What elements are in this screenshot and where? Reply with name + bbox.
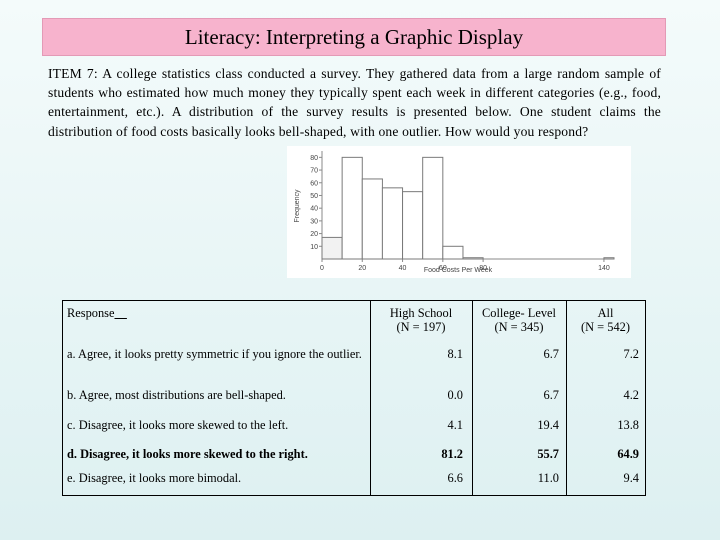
y-tick-label: 60: [310, 180, 318, 187]
item-question: ITEM 7: A college statistics class condu…: [48, 64, 661, 141]
x-tick-label: 80: [479, 265, 487, 272]
header-all-label: All: [597, 306, 614, 320]
table-border-bottom: [62, 495, 646, 496]
header-college-label: College- Level: [482, 306, 556, 320]
x-tick-label: 140: [598, 265, 610, 272]
table-row-b-hs: 0.0: [447, 388, 464, 402]
table-row-d-college: 55.7: [537, 447, 559, 461]
table-row-a-all: 7.2: [623, 347, 640, 361]
table-row-a-label: a. Agree, it looks pretty symmetric if y…: [67, 347, 362, 361]
header-all: All (N = 542): [566, 306, 645, 334]
header-college: College- Level (N = 345): [472, 306, 566, 334]
y-tick-label: 20: [310, 231, 318, 238]
table-row-c-hs: 4.1: [447, 418, 464, 432]
histogram-bar: [402, 191, 424, 260]
x-tick-label: 20: [358, 265, 366, 272]
y-tick-label: 10: [310, 244, 318, 251]
header-hs-n: (N = 197): [396, 320, 446, 334]
histogram-bar: [341, 156, 363, 260]
item-body: A college statistics class conducted a s…: [48, 66, 661, 139]
table-border-right: [645, 300, 646, 496]
table-row-c-college: 19.4: [537, 418, 559, 432]
response-table: Response High School (N = 197) College- …: [62, 300, 646, 496]
table-divider-hs: [472, 300, 473, 496]
histogram-bar: [361, 178, 383, 260]
header-response: Response: [67, 306, 127, 320]
x-tick-label: 40: [399, 265, 407, 272]
table-row-e-hs: 6.6: [447, 471, 464, 485]
table-row-e-label: e. Disagree, it looks more bimodal.: [67, 471, 242, 485]
header-all-n: (N = 542): [581, 320, 630, 334]
chart-bars: [321, 156, 615, 260]
header-response-label: Response: [67, 306, 115, 320]
table-divider-label: [370, 300, 371, 496]
y-axis-label: Frequency: [294, 189, 301, 223]
table-row-b-label: b. Agree, most distributions are bell-sh…: [67, 388, 286, 402]
table-border-left: [62, 300, 63, 496]
table-row-e-all: 9.4: [623, 471, 640, 485]
table-row-c-all: 13.8: [617, 418, 639, 432]
header-college-n: (N = 345): [494, 320, 544, 334]
y-tick-label: 80: [310, 155, 318, 162]
y-tick-label: 50: [310, 193, 318, 200]
y-tick-label: 70: [310, 168, 318, 175]
histogram-bar: [381, 187, 404, 260]
header-hs-label: High School: [389, 306, 453, 320]
header-high-school: High School (N = 197): [370, 306, 472, 334]
x-axis-label: Food Costs Per Week: [424, 267, 493, 274]
histogram-bar: [442, 245, 464, 260]
histogram-bar: [422, 156, 444, 260]
x-tick-label: 0: [320, 265, 324, 272]
table-row-d-label: d. Disagree, it looks more skewed to the…: [67, 447, 308, 461]
table-row-d-all: 64.9: [617, 447, 639, 461]
y-tick-label: 40: [310, 206, 318, 213]
histogram-bar: [603, 257, 615, 260]
table-row-a-hs: 8.1: [447, 347, 464, 361]
item-label: ITEM 7:: [48, 66, 98, 81]
y-tick-label: 30: [310, 218, 318, 225]
table-divider-college: [566, 300, 567, 496]
table-row-a-college: 6.7: [543, 347, 560, 361]
histogram-bar: [462, 257, 484, 260]
slide-title: Literacy: Interpreting a Graphic Display: [184, 24, 524, 49]
table-row-c-label: c. Disagree, it looks more skewed to the…: [67, 418, 289, 432]
histogram-chart: 10 20 30 40 50 60 70 80 0 20 40 60 80 140 Food Costs P…: [287, 146, 631, 278]
header-response-underline: [115, 306, 127, 320]
table-row-b-college: 6.7: [543, 388, 560, 402]
chart-labels: 10 20 30 40 50 60 70 80 0 20 40 60 80 140 Food Costs P…: [294, 155, 610, 274]
table-row-e-college: 11.0: [537, 471, 559, 485]
table-row-d-hs: 81.2: [441, 447, 463, 461]
table-row-b-all: 4.2: [623, 388, 640, 402]
table-border-top: [62, 300, 646, 301]
slide-title-banner: Literacy: Interpreting a Graphic Display: [42, 18, 666, 56]
histogram-svg: 10 20 30 40 50 60 70 80 0 20 40 60 80 140 Food Costs P…: [294, 151, 615, 274]
histogram-bar: [321, 236, 343, 260]
x-tick-label: 60: [439, 265, 447, 272]
